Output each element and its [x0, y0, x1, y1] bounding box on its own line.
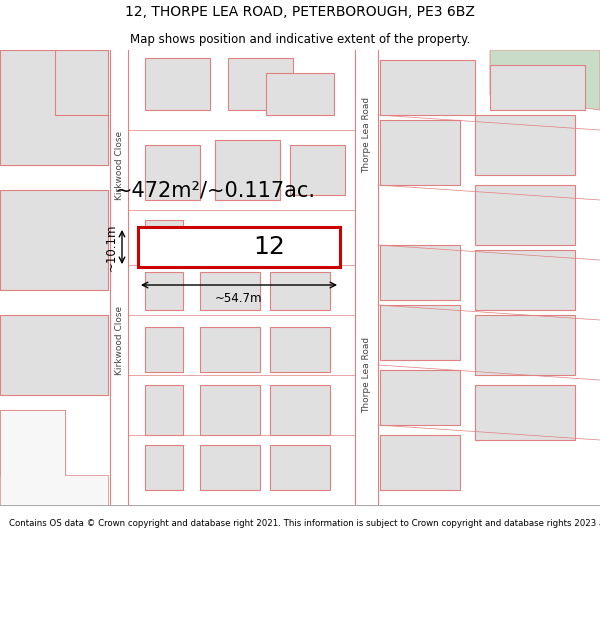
Bar [0, 50, 108, 125]
Bar [380, 120, 460, 185]
Bar [0, 410, 65, 475]
Bar [475, 185, 575, 245]
Bar [380, 60, 475, 115]
Bar [145, 445, 183, 490]
Bar [200, 445, 260, 490]
Text: Thorpe Lea Road: Thorpe Lea Road [362, 337, 371, 413]
Polygon shape [0, 410, 108, 505]
Bar [200, 327, 260, 372]
Bar [200, 385, 260, 435]
Bar [270, 445, 330, 490]
Bar [0, 315, 108, 395]
Bar [228, 58, 293, 110]
Bar [475, 250, 575, 310]
Text: Contains OS data © Crown copyright and database right 2021. This information is : Contains OS data © Crown copyright and d… [9, 519, 600, 528]
Text: ~54.7m: ~54.7m [215, 292, 263, 305]
Bar [145, 58, 210, 110]
Bar [215, 140, 280, 200]
Bar [145, 385, 183, 435]
Bar [145, 220, 183, 250]
Bar [266, 73, 334, 115]
Text: ~10.1m: ~10.1m [105, 223, 118, 271]
Bar [290, 145, 345, 195]
Text: 12: 12 [253, 235, 285, 259]
Bar [145, 145, 200, 200]
Text: Map shows position and indicative extent of the property.: Map shows position and indicative extent… [130, 32, 470, 46]
Bar [380, 245, 460, 300]
Text: Kirkwood Close: Kirkwood Close [115, 306, 124, 374]
Bar [145, 327, 183, 372]
Polygon shape [490, 50, 600, 110]
Bar [475, 385, 575, 440]
Bar [0, 190, 108, 290]
Text: ~472m²/~0.117ac.: ~472m²/~0.117ac. [115, 180, 316, 200]
Bar [200, 272, 260, 310]
Bar [475, 115, 575, 175]
Bar [490, 65, 585, 110]
Bar [270, 327, 330, 372]
Bar [0, 50, 50, 125]
Bar [145, 272, 183, 310]
Text: 12, THORPE LEA ROAD, PETERBOROUGH, PE3 6BZ: 12, THORPE LEA ROAD, PETERBOROUGH, PE3 6… [125, 6, 475, 19]
Bar [138, 227, 340, 267]
Bar [380, 305, 460, 360]
Bar [142, 231, 182, 263]
Bar [475, 315, 575, 375]
Text: Thorpe Lea Road: Thorpe Lea Road [362, 97, 371, 173]
Polygon shape [0, 50, 108, 165]
Text: Kirkwood Close: Kirkwood Close [115, 131, 124, 199]
Bar [0, 50, 108, 165]
Bar [380, 370, 460, 425]
Bar [380, 435, 460, 490]
Bar [270, 385, 330, 435]
Bar [270, 272, 330, 310]
